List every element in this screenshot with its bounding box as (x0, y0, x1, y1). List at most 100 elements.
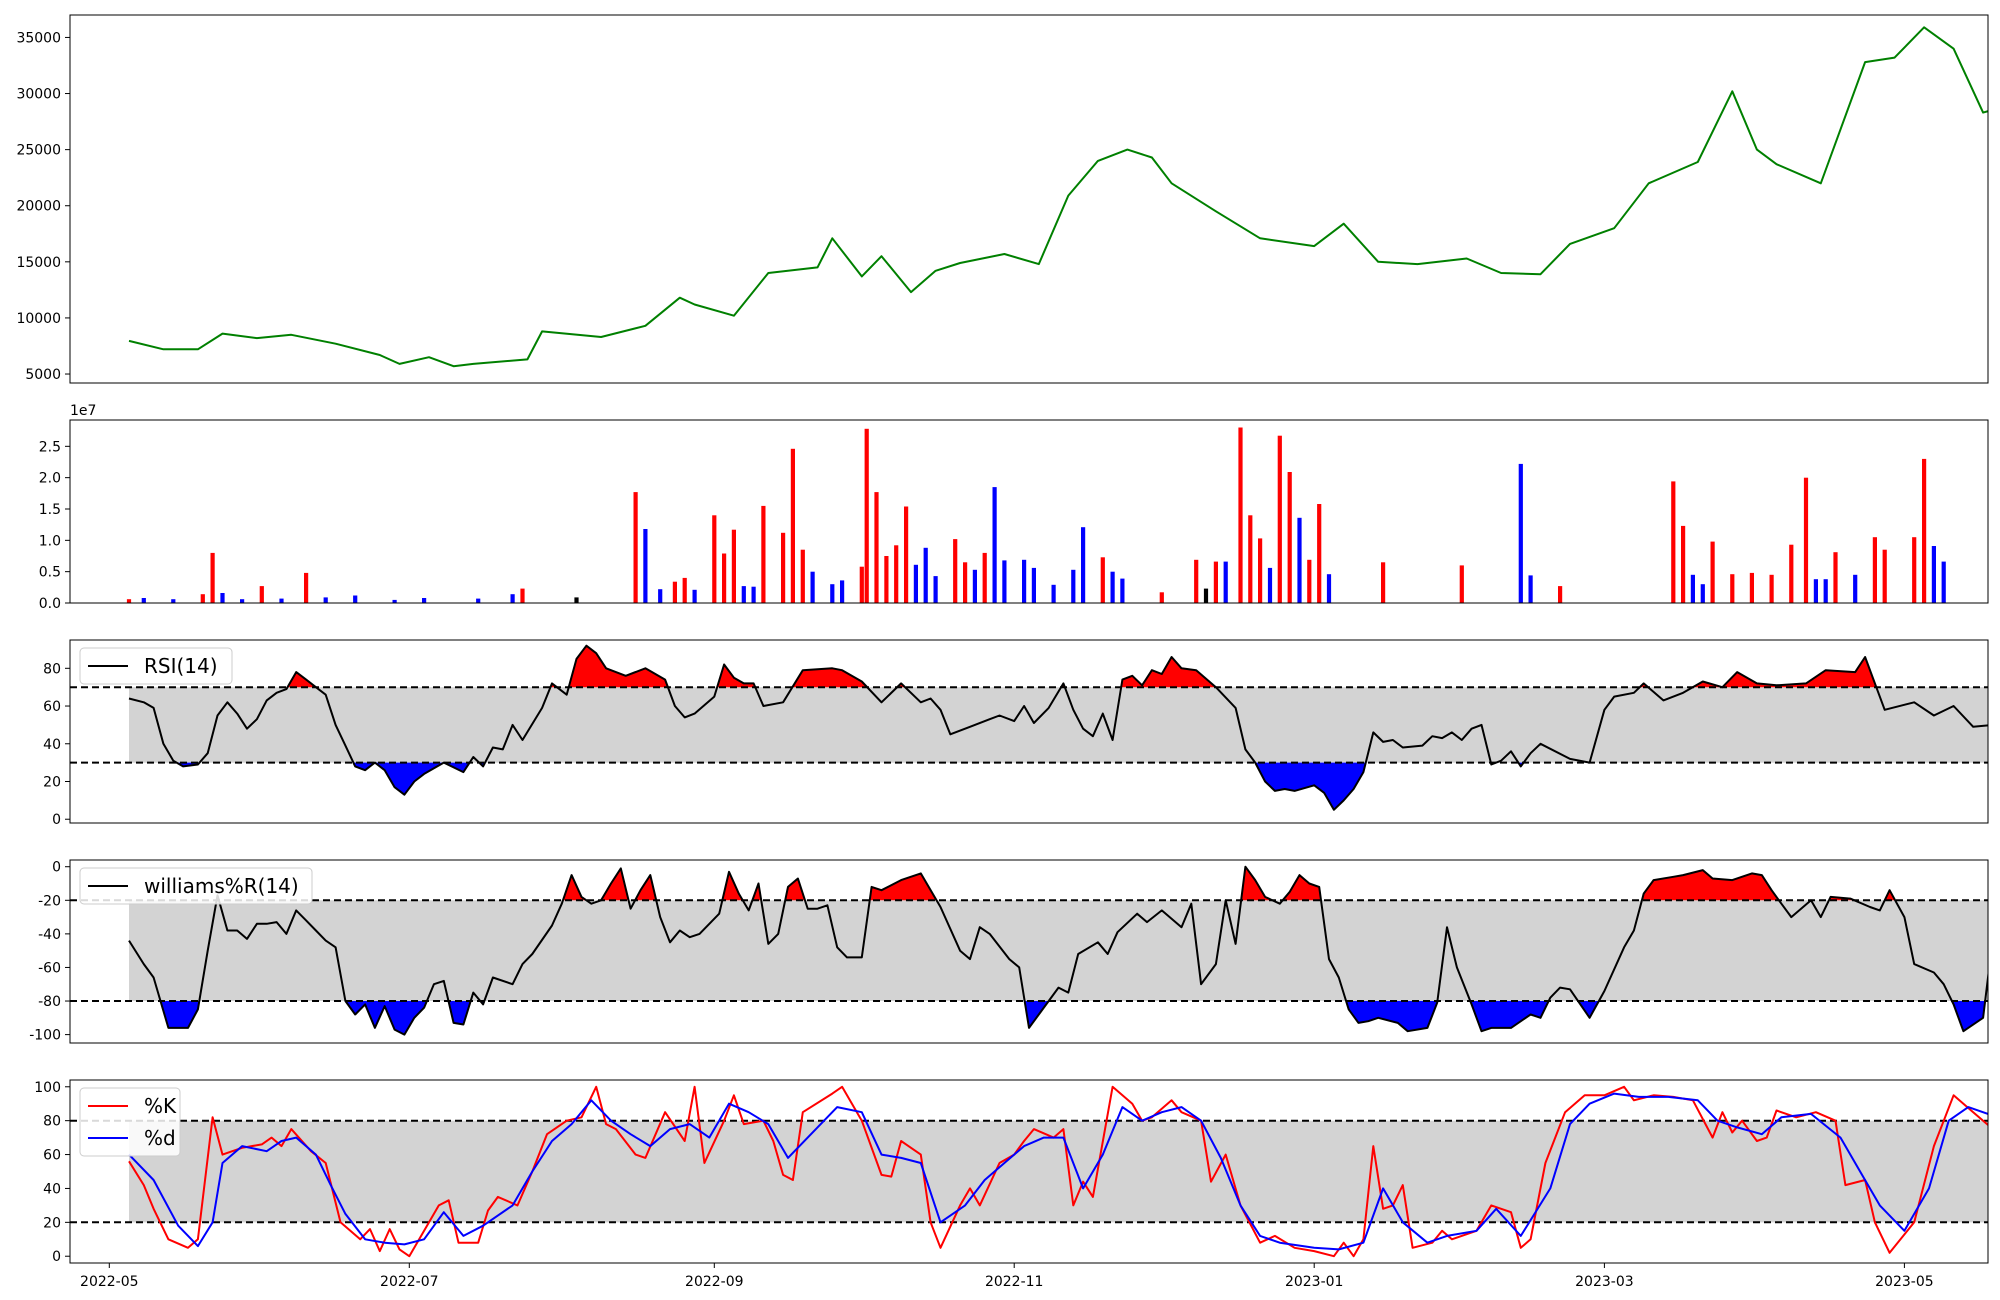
volume-bar (304, 572, 309, 603)
stochastic-ytick-label: 100 (34, 1080, 61, 1096)
volume-bar (1159, 592, 1164, 603)
rsi-frame (69, 639, 1989, 824)
x-tick-label: 2022-05 (80, 1274, 139, 1290)
volume-bar (1872, 537, 1877, 603)
x-tick-label: 2022-07 (380, 1274, 439, 1290)
price-ytick-label: 20000 (16, 199, 61, 215)
volume-bar (953, 539, 958, 603)
rsi-yticks: 0 20 40 60 80 (43, 661, 70, 828)
williams-oversold-fill (1951, 1001, 1986, 1032)
volume-bar (859, 566, 864, 603)
volume-bar (1120, 578, 1125, 603)
rsi-ytick-label: 0 (52, 812, 61, 828)
price-ytick-label: 15000 (16, 255, 61, 271)
price-ytick-label: 25000 (16, 143, 61, 159)
volume-bar (992, 487, 997, 603)
stochastic-panel: 0 20 40 60 80 100 %K %d (34, 1079, 1989, 1265)
volume-bar (1213, 561, 1218, 603)
volume-bar (1681, 525, 1686, 603)
williams-overbought-fill (869, 873, 937, 901)
volume-bar (476, 598, 481, 603)
volume-bar (1110, 571, 1115, 603)
stochastic-ytick-label: 80 (43, 1114, 61, 1130)
volume-bar (1307, 559, 1312, 603)
volume-bar (923, 547, 928, 603)
volume-plot (126, 427, 1995, 603)
volume-bar (741, 586, 746, 603)
volume-bar (722, 553, 727, 603)
volume-ytick-label: 0.5 (39, 565, 61, 581)
volume-bar (323, 597, 328, 603)
volume-bar (1730, 574, 1735, 603)
rsi-ytick-label: 20 (43, 774, 61, 790)
volume-bar (781, 532, 786, 603)
volume-bar (751, 586, 756, 603)
volume-bar (830, 584, 835, 603)
volume-bar (1922, 458, 1927, 603)
volume-bar (1749, 572, 1754, 603)
rsi-legend: RSI(14) (79, 647, 233, 685)
williams-yticks: 0 -20 -40 -60 -80 -100 (29, 860, 70, 1044)
volume-bar (1853, 574, 1858, 603)
price-panel: 5000 10000 15000 20000 25000 30000 35000 (16, 14, 1989, 384)
stochastic-d-line (128, 1092, 1988, 1251)
volume-bar (1700, 584, 1705, 603)
stochastic-legend-k: %K (144, 1094, 177, 1118)
volume-bar (1287, 472, 1292, 603)
volume-ytick-label: 2.5 (39, 439, 61, 455)
volume-bar (982, 552, 987, 603)
volume-bar (1710, 541, 1715, 603)
volume-bar (933, 576, 938, 603)
volume-bar (1223, 561, 1228, 603)
williams-plot (70, 865, 1988, 1036)
stochastic-legend: %K %d (79, 1087, 181, 1157)
volume-bar (1297, 517, 1302, 603)
price-line (128, 26, 1988, 368)
williams-overbought-fill (1642, 870, 1779, 901)
williams-ytick-label: 0 (52, 860, 61, 876)
price-plot (128, 26, 1988, 368)
volume-bar (1789, 544, 1794, 603)
volume-bar (1991, 533, 1995, 603)
volume-bar (1326, 574, 1332, 603)
stochastic-legend-d: %d (144, 1126, 176, 1150)
volume-bar (200, 594, 205, 603)
rsi-legend-label: RSI(14) (144, 654, 218, 678)
volume-bar (1317, 504, 1322, 603)
rsi-overbought-fill (1722, 657, 1877, 688)
volume-bar (800, 549, 805, 603)
volume-bar (1813, 579, 1818, 603)
volume-bar (1031, 567, 1036, 603)
stochastic-k-line (128, 1085, 1988, 1258)
volume-bar (658, 589, 663, 603)
volume-bar (392, 599, 397, 603)
volume-bar (1258, 538, 1263, 603)
volume-bar (520, 588, 525, 603)
rsi-band (129, 687, 1988, 763)
volume-ytick-label: 1.5 (39, 502, 61, 518)
rsi-overbought-fill (568, 645, 668, 688)
volume-bar (1051, 584, 1056, 603)
volume-bar (171, 599, 176, 603)
volume-bar (1528, 575, 1533, 603)
volume-bar (840, 580, 845, 603)
volume-bar (1022, 559, 1027, 603)
x-tick-label: 2022-11 (985, 1274, 1044, 1290)
rsi-ytick-label: 80 (43, 661, 61, 677)
volume-bar (1081, 527, 1086, 603)
volume-bar (1518, 463, 1523, 603)
stochastic-ytick-label: 40 (43, 1181, 61, 1197)
volume-bar (1912, 537, 1917, 603)
volume-bar (1248, 515, 1253, 603)
x-axis: 2022-05 2022-07 2022-09 2022-11 2023-01 2023-… (80, 1263, 1934, 1290)
volume-bar (1071, 569, 1076, 603)
volume-bar (1769, 574, 1774, 603)
volume-panel: 1e7 0.0 0.5 1.0 1.5 2.0 2.5 (39, 403, 1995, 612)
williams-oversold-fill (160, 1001, 200, 1028)
volume-bar (259, 586, 264, 603)
williams-panel: 0 -20 -40 -60 -80 -100 williams%R(14) (29, 859, 1989, 1044)
williams-ytick-label: -60 (38, 960, 61, 976)
volume-bar (141, 598, 146, 603)
x-tick-label: 2022-09 (685, 1274, 744, 1290)
